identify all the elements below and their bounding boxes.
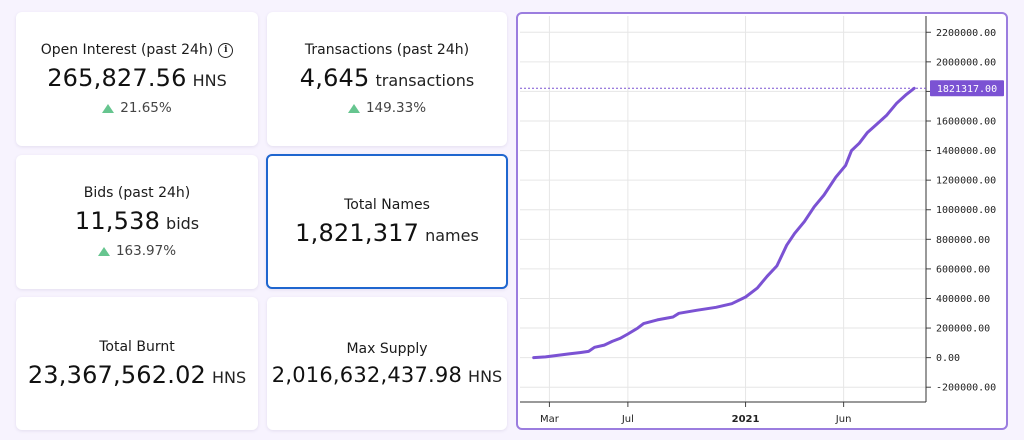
y-tick-label: 600000.00: [936, 264, 990, 275]
transactions-change-value: 149.33%: [365, 100, 427, 116]
total-burnt-value: 23,367,562.02: [27, 360, 207, 389]
total-names-unit: names: [425, 225, 479, 245]
y-tick-label: 1000000.00: [936, 205, 996, 216]
bids-card: Bids (past 24h) 11,538 bids 163.97%: [16, 155, 258, 289]
x-tick-label: Mar: [540, 414, 560, 425]
transactions-value: 4,645: [299, 64, 370, 92]
total-burnt-title: Total Burnt: [99, 338, 175, 355]
total-names-value-row: 1,821,317 names: [295, 219, 479, 247]
total-burnt-unit: HNS: [212, 367, 247, 387]
y-tick-label: 400000.00: [936, 294, 990, 305]
open-interest-change: 21.65%: [102, 100, 172, 116]
open-interest-title-row: Open Interest (past 24h) i: [41, 42, 234, 58]
max-supply-card: Max Supply 2,016,632,437.98 HNS: [267, 297, 507, 430]
info-icon[interactable]: i: [218, 42, 234, 58]
bids-value: 11,538: [74, 207, 161, 235]
transactions-change: 149.33%: [347, 100, 427, 116]
y-tick-label: 800000.00: [936, 235, 990, 246]
transactions-value-row: 4,645 transactions: [300, 64, 474, 92]
total-names-value: 1,821,317: [295, 218, 420, 247]
triangle-up-icon: [102, 103, 115, 113]
total-names-card[interactable]: Total Names 1,821,317 names: [266, 154, 508, 289]
y-tick-label: 0.00: [936, 353, 960, 364]
bids-value-row: 11,538 bids: [75, 207, 199, 235]
last-value-label: 1821317.00: [937, 84, 997, 95]
open-interest-value-row: 265,827.56 HNS: [47, 64, 227, 92]
total-names-chart[interactable]: -200000.00 0.00 200000.00 400000.00 600000.0…: [516, 12, 1008, 430]
total-burnt-value-row: 23,367,562.02 HNS: [28, 361, 246, 389]
triangle-up-icon: [97, 246, 110, 256]
bids-title: Bids (past 24h): [83, 185, 191, 201]
y-tick-label: 2200000.00: [936, 28, 996, 39]
open-interest-title: Open Interest (past 24h): [40, 42, 214, 58]
y-tick-label: 1200000.00: [936, 176, 996, 187]
y-tick-label: -200000.00: [936, 383, 996, 394]
transactions-card: Transactions (past 24h) 4,645 transactio…: [267, 12, 507, 146]
last-value-badge: [930, 80, 1004, 97]
max-supply-value: 2,016,632,437.98: [271, 362, 463, 387]
x-tick-label: Jun: [835, 414, 852, 425]
triangle-up-icon: [347, 103, 360, 113]
bids-unit: bids: [166, 214, 200, 233]
open-interest-card: Open Interest (past 24h) i 265,827.56 HN…: [16, 12, 258, 146]
y-tick-label: 2000000.00: [936, 57, 996, 68]
max-supply-unit: HNS: [468, 366, 503, 386]
names-series-line: [532, 86, 916, 360]
max-supply-title: Max Supply: [346, 340, 428, 357]
y-tick-label: 200000.00: [936, 324, 990, 335]
total-burnt-card: Total Burnt 23,367,562.02 HNS: [16, 297, 258, 430]
transactions-title: Transactions (past 24h): [304, 42, 470, 58]
total-names-title: Total Names: [344, 196, 430, 213]
transactions-unit: transactions: [375, 71, 475, 90]
bids-change-value: 163.97%: [115, 243, 177, 259]
x-tick-label: Jul: [621, 414, 634, 425]
max-supply-value-row: 2,016,632,437.98 HNS: [272, 363, 502, 387]
bids-change: 163.97%: [97, 243, 177, 259]
y-tick-label: 1600000.00: [936, 117, 996, 128]
open-interest-value: 265,827.56: [47, 64, 187, 92]
open-interest-change-value: 21.65%: [120, 100, 172, 116]
chart-canvas[interactable]: -200000.00 0.00 200000.00 400000.00 600000.0…: [518, 14, 1006, 428]
open-interest-unit: HNS: [192, 71, 227, 90]
y-tick-label: 1400000.00: [936, 146, 996, 157]
x-tick-label: 2021: [732, 414, 760, 425]
